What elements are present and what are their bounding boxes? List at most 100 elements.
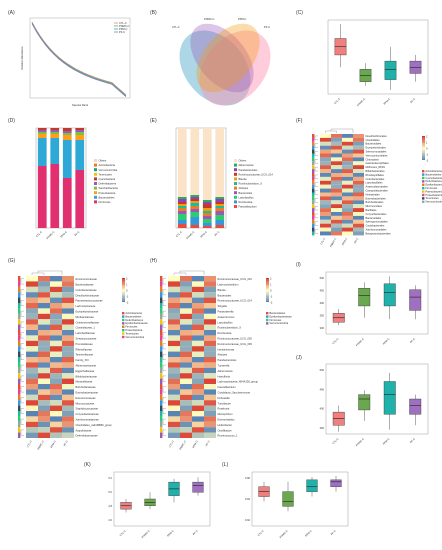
color-scale-step	[122, 279, 125, 281]
heat-cell	[168, 416, 180, 422]
heat-cell	[192, 351, 204, 357]
legend-swatch	[234, 182, 237, 185]
heat-cell	[342, 215, 353, 220]
heat-cell	[180, 297, 192, 303]
phylum-annotation	[18, 362, 21, 368]
heat-cell	[26, 286, 38, 293]
dendrogram-branch	[20, 375, 24, 382]
heat-cell	[180, 303, 192, 309]
heat-cell	[204, 405, 216, 411]
heat-cell	[62, 313, 74, 320]
heat-cell	[180, 394, 192, 401]
color-scale-step	[122, 294, 125, 296]
dendrogram-branch	[162, 321, 166, 328]
heat-cell	[320, 231, 331, 236]
tick-label: 4.6	[108, 518, 112, 522]
tick-label: PPM-C	[199, 230, 208, 239]
heat-row-label: Moraxellaceae	[76, 380, 93, 384]
panel-label-k: (K)	[84, 462, 91, 468]
venn-diagram: CTL-C PNMC-C PPM-C PF-C	[172, 17, 271, 106]
stacked-segment	[177, 214, 187, 220]
color-scale-step	[422, 158, 425, 160]
stacked-segment	[215, 197, 225, 199]
phylum-annotation	[160, 427, 163, 433]
stacked-segment	[215, 199, 225, 202]
stacked-segment	[215, 208, 225, 211]
stacked-segment	[177, 224, 187, 228]
heat-row-label: Turicibacter	[218, 401, 232, 405]
heat-cell	[353, 173, 364, 177]
heat-cell	[320, 208, 331, 212]
panel-label-g: (G)	[8, 258, 16, 264]
dendrogram-branch	[20, 386, 24, 393]
heat-cell	[26, 405, 38, 411]
heat-cell	[62, 292, 74, 298]
color-scale-step	[122, 291, 125, 293]
heat-cell	[62, 427, 74, 433]
legend-entry: Ruminococcaceae_UCG_014	[239, 172, 274, 176]
phylum-annotation	[18, 340, 21, 347]
heat-cell	[62, 281, 74, 287]
dendrogram-branch	[20, 289, 24, 296]
heat-cell	[320, 169, 331, 173]
tick-label: 400	[320, 301, 325, 305]
heat-cell	[192, 281, 204, 287]
heat-cell	[38, 373, 50, 379]
phylum-annotation	[312, 141, 315, 146]
heat-cell	[168, 324, 180, 330]
heat-cell	[192, 405, 204, 411]
heat-row-label: Xanthomonadales	[366, 228, 388, 232]
heat-cell	[180, 335, 192, 341]
phylum-annotation	[18, 367, 21, 374]
dendrogram-branch	[20, 354, 24, 360]
tick-label: PF-C	[409, 437, 416, 444]
legend-entry: Deferribacteres	[125, 318, 143, 322]
phylum-annotation	[312, 200, 315, 205]
tick-label: PNMC-C	[279, 529, 289, 539]
dendrogram-branch	[162, 418, 166, 425]
legend-swatch	[94, 168, 97, 172]
phylum-annotation	[18, 384, 21, 390]
heat-cell	[353, 165, 364, 170]
legend-entry: PNMC-C	[119, 24, 130, 28]
heat-cell	[50, 276, 62, 282]
dendrogram-branch	[162, 332, 166, 339]
dendrogram-branch	[162, 397, 166, 404]
dendrogram-branch	[314, 190, 318, 195]
heat-cell	[62, 378, 74, 384]
legend-swatch	[122, 315, 125, 318]
phylum-annotation	[18, 421, 21, 428]
heat-cell	[180, 313, 192, 320]
heat-cell	[26, 400, 38, 406]
heat-cell	[50, 357, 62, 363]
heat-cell	[180, 427, 192, 433]
heat-cell	[331, 200, 342, 205]
stacked-segment	[190, 195, 200, 197]
heat-cell	[50, 286, 62, 293]
heat-cell	[38, 389, 50, 395]
stacked-segment	[202, 200, 212, 202]
stacked-segment	[50, 134, 60, 138]
heat-cell	[26, 362, 38, 368]
legend-swatch	[94, 195, 97, 199]
tick-label: CTL-C	[333, 97, 341, 105]
legend-swatch	[94, 182, 97, 185]
heat-cell	[50, 378, 62, 384]
heat-cell	[38, 346, 50, 352]
heat-cell	[50, 373, 62, 379]
heat-row-label: Erysipelotrichaceae	[76, 309, 99, 313]
color-scale-step	[122, 296, 125, 298]
color-scale-step	[122, 281, 125, 283]
heat-cell	[353, 134, 364, 138]
heat-row-label: Burkholderiaceae	[76, 385, 97, 389]
heat-cell	[320, 212, 331, 216]
scale-tick: 1	[426, 141, 428, 145]
phylum-stacked-bar: CTL-C PNMC-C PPM-C PF-C OthersActinobacteria…	[35, 127, 118, 240]
scale-tick: 0	[270, 289, 272, 293]
tick-label: 0.92	[245, 518, 251, 522]
heat-cell	[50, 400, 62, 406]
heat-cell	[168, 367, 180, 374]
heat-cell	[26, 281, 38, 287]
phylum-annotation	[18, 405, 21, 411]
phylum-annotation	[18, 427, 21, 433]
